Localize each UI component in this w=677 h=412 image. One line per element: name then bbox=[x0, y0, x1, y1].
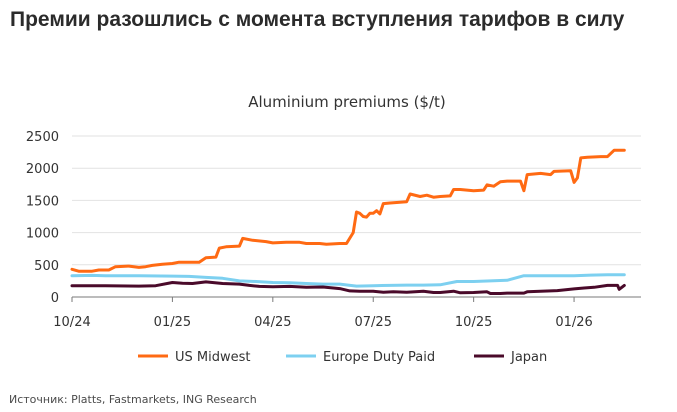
series-line-us bbox=[70, 148, 626, 273]
y-axis: 0 500 1000 1500 2000 2500 bbox=[26, 130, 59, 306]
y-tick-label: 1500 bbox=[26, 194, 59, 209]
source-note: Источник: Platts, Fastmarkets, ING Resea… bbox=[9, 393, 257, 406]
x-tick-label: 04/25 bbox=[254, 315, 291, 330]
series-line-jp bbox=[70, 280, 626, 295]
y-tick-label: 500 bbox=[34, 259, 59, 274]
series-lines bbox=[70, 148, 626, 295]
page-title: Премии разошлись с момента вступления та… bbox=[10, 8, 625, 31]
legend-label-jp: Japan bbox=[510, 350, 547, 365]
series-line-eu bbox=[70, 273, 626, 288]
legend-label-us: US Midwest bbox=[175, 350, 250, 365]
y-tick-label: 1000 bbox=[26, 227, 59, 242]
legend-label-eu: Europe Duty Paid bbox=[323, 350, 435, 365]
x-tick-label: 01/25 bbox=[154, 315, 191, 330]
gridlines bbox=[72, 135, 641, 266]
y-tick-label: 2000 bbox=[26, 162, 59, 177]
x-tick-label: 10/25 bbox=[455, 315, 492, 330]
y-tick-label: 0 bbox=[51, 291, 59, 306]
x-axis: 10/24 01/25 04/25 07/25 10/25 01/26 bbox=[53, 296, 641, 330]
y-tick-label: 2500 bbox=[26, 130, 59, 145]
chart-title: Aluminium premiums ($/t) bbox=[248, 93, 446, 111]
x-tick-label: 01/26 bbox=[555, 315, 592, 330]
legend: US Midwest Europe Duty Paid Japan bbox=[138, 350, 547, 365]
x-tick-label: 07/25 bbox=[355, 315, 392, 330]
x-tick-label: 10/24 bbox=[53, 315, 90, 330]
